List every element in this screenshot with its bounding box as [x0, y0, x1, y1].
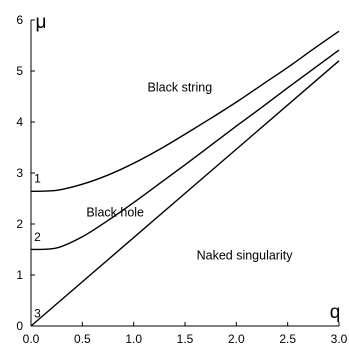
series-label-1: 1: [34, 172, 41, 186]
series-line-2: [30, 49, 340, 251]
y-tick-label: 6: [16, 13, 23, 27]
x-axis-title: q: [330, 302, 341, 323]
region-annotation: Naked singularity: [197, 249, 294, 263]
series-label-2: 2: [34, 230, 41, 244]
y-ticks: 0 1 2 3 4 5 6: [16, 13, 35, 333]
x-tick-label: 0.5: [74, 332, 91, 346]
series-line-1: [30, 30, 340, 193]
y-tick-label: 5: [16, 64, 23, 78]
series-label-3: 3: [34, 306, 41, 320]
x-tick-label: 2.0: [228, 332, 245, 346]
y-tick-label: 0: [16, 319, 23, 333]
y-tick-label: 2: [16, 217, 23, 231]
x-tick-label: 3.0: [331, 332, 348, 346]
series-line-3: [30, 60, 340, 327]
x-tick-label: 0.0: [23, 332, 40, 346]
x-tick-label: 1.5: [177, 332, 194, 346]
y-tick-label: 4: [16, 115, 23, 129]
annotations: Black string Black hole Naked singularity: [86, 80, 293, 262]
x-ticks: 0.0 0.5 1.0 1.5 2.0 2.5 3.0: [23, 322, 348, 346]
x-tick-label: 1.0: [125, 332, 142, 346]
axes: [30, 20, 339, 327]
x-tick-label: 2.5: [279, 332, 296, 346]
series: 1 2 3: [30, 30, 340, 327]
y-axis-title: μ: [36, 12, 47, 33]
region-annotation: Black string: [148, 80, 213, 94]
region-annotation: Black hole: [86, 205, 144, 219]
y-tick-label: 1: [16, 268, 23, 282]
y-tick-label: 3: [16, 166, 23, 180]
